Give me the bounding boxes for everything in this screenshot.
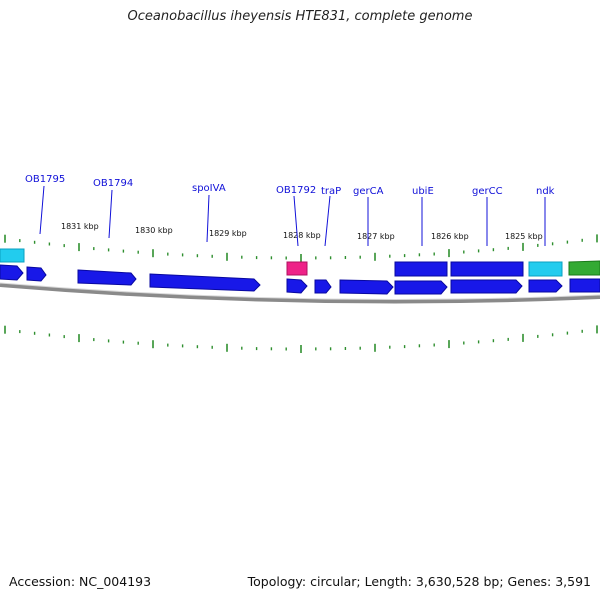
tick-marks-lower: [4, 325, 598, 353]
gene-label-ob1795[interactable]: OB1795: [25, 174, 65, 185]
gene-label-gercc[interactable]: gerCC: [472, 186, 503, 197]
genome-backbone-highlight: [0, 282, 600, 300]
accession-text: Accession: NC_004193: [9, 574, 152, 589]
map-title: Oceanobacillus iheyensis HTE831, complet…: [127, 9, 473, 24]
gene-track-upper: [0, 248, 600, 277]
gene-track-forward: [0, 264, 600, 295]
gene-feature-trap[interactable]: [314, 279, 332, 294]
gene-feature-cyan-left[interactable]: [0, 248, 25, 263]
gene-feature-gercc[interactable]: [450, 261, 524, 277]
gene-feature-spoiva[interactable]: [149, 273, 261, 292]
tick-labels: 1831 kbp 1830 kbp 1829 kbp 1828 kbp 1827…: [61, 222, 543, 241]
gene-label-ndk[interactable]: ndk: [536, 186, 555, 197]
gene-label-ubie[interactable]: ubiE: [412, 186, 434, 197]
tick-label-1830: 1830 kbp: [135, 226, 173, 235]
gene-label-spoiva[interactable]: spoIVA: [192, 183, 226, 194]
genome-backbone: [0, 283, 600, 304]
gene-feature-ndk[interactable]: [528, 261, 563, 277]
gene-labels: OB1795 OB1794 spoIVA OB1792 traP gerCA u…: [25, 174, 555, 197]
gene-feature-left-edge[interactable]: [0, 264, 24, 281]
gene-feature-ndk-forward[interactable]: [528, 279, 563, 293]
gene-feature-green-right[interactable]: [568, 260, 600, 276]
gene-feature-ob1792[interactable]: [286, 261, 308, 276]
tick-label-1825: 1825 kbp: [505, 232, 543, 241]
tick-label-1829: 1829 kbp: [209, 229, 247, 238]
gene-feature-ubie[interactable]: [394, 261, 448, 277]
gene-feature-ubie-forward[interactable]: [394, 280, 448, 295]
tick-label-1827: 1827 kbp: [357, 232, 395, 241]
gene-label-trap[interactable]: traP: [321, 186, 341, 197]
gene-feature-right-edge[interactable]: [569, 278, 600, 293]
tick-label-1828: 1828 kbp: [283, 231, 321, 240]
genome-summary: Topology: circular; Length: 3,630,528 bp…: [247, 574, 591, 589]
gene-feature-trap-region[interactable]: [286, 278, 308, 294]
gene-feature-ob1794[interactable]: [77, 269, 137, 286]
gene-label-gerca[interactable]: gerCA: [353, 186, 384, 197]
gene-label-lines: [39, 185, 546, 247]
tick-marks-upper: [4, 234, 598, 262]
tick-label-1831: 1831 kbp: [61, 222, 99, 231]
gene-feature-gercc-forward[interactable]: [450, 279, 523, 294]
tick-label-1826: 1826 kbp: [431, 232, 469, 241]
gene-label-ob1794[interactable]: OB1794: [93, 178, 133, 189]
gene-feature-gerca[interactable]: [339, 279, 394, 295]
gene-feature-ob1795[interactable]: [26, 266, 47, 282]
gene-label-ob1792[interactable]: OB1792: [276, 185, 316, 196]
